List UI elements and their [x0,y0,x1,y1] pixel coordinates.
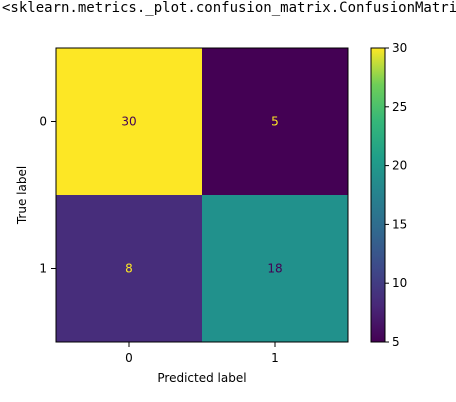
heatmap-cell [202,48,348,195]
heatmap-cell [202,195,348,342]
colorbar-tick-label: 10 [392,276,407,290]
colorbar-tick-label: 15 [392,217,407,231]
y-axis-label: True label [15,166,29,225]
x-tick-label: 0 [125,351,133,365]
x-axis-label: Predicted label [157,371,246,385]
colorbar-tick-label: 30 [392,41,407,55]
cell-value-label: 8 [125,262,133,276]
colorbar-ticks: 5 10 15 20 25 30 [385,41,407,349]
y-ticks: 01 [39,115,56,276]
colorbar-tick-label: 5 [392,335,400,349]
colorbar-tick-label: 25 [392,100,407,114]
output-repr-text: <sklearn.metrics._plot.confusion_matrix.… [2,0,456,16]
cell-value-label: 5 [271,115,279,129]
colorbar [370,47,386,343]
colorbar-tick-label: 20 [392,159,407,173]
heatmap-cell [56,195,202,342]
y-tick-label: 0 [39,115,47,129]
heatmap-cells [56,48,348,342]
cell-value-label: 30 [121,115,136,129]
y-tick-label: 1 [39,262,47,276]
heatmap-cell [56,48,202,195]
cell-value-label: 18 [267,262,282,276]
plot-frame [55,47,349,343]
cell-labels: 30 5 8 18 [121,115,282,276]
x-tick-label: 1 [271,351,279,365]
